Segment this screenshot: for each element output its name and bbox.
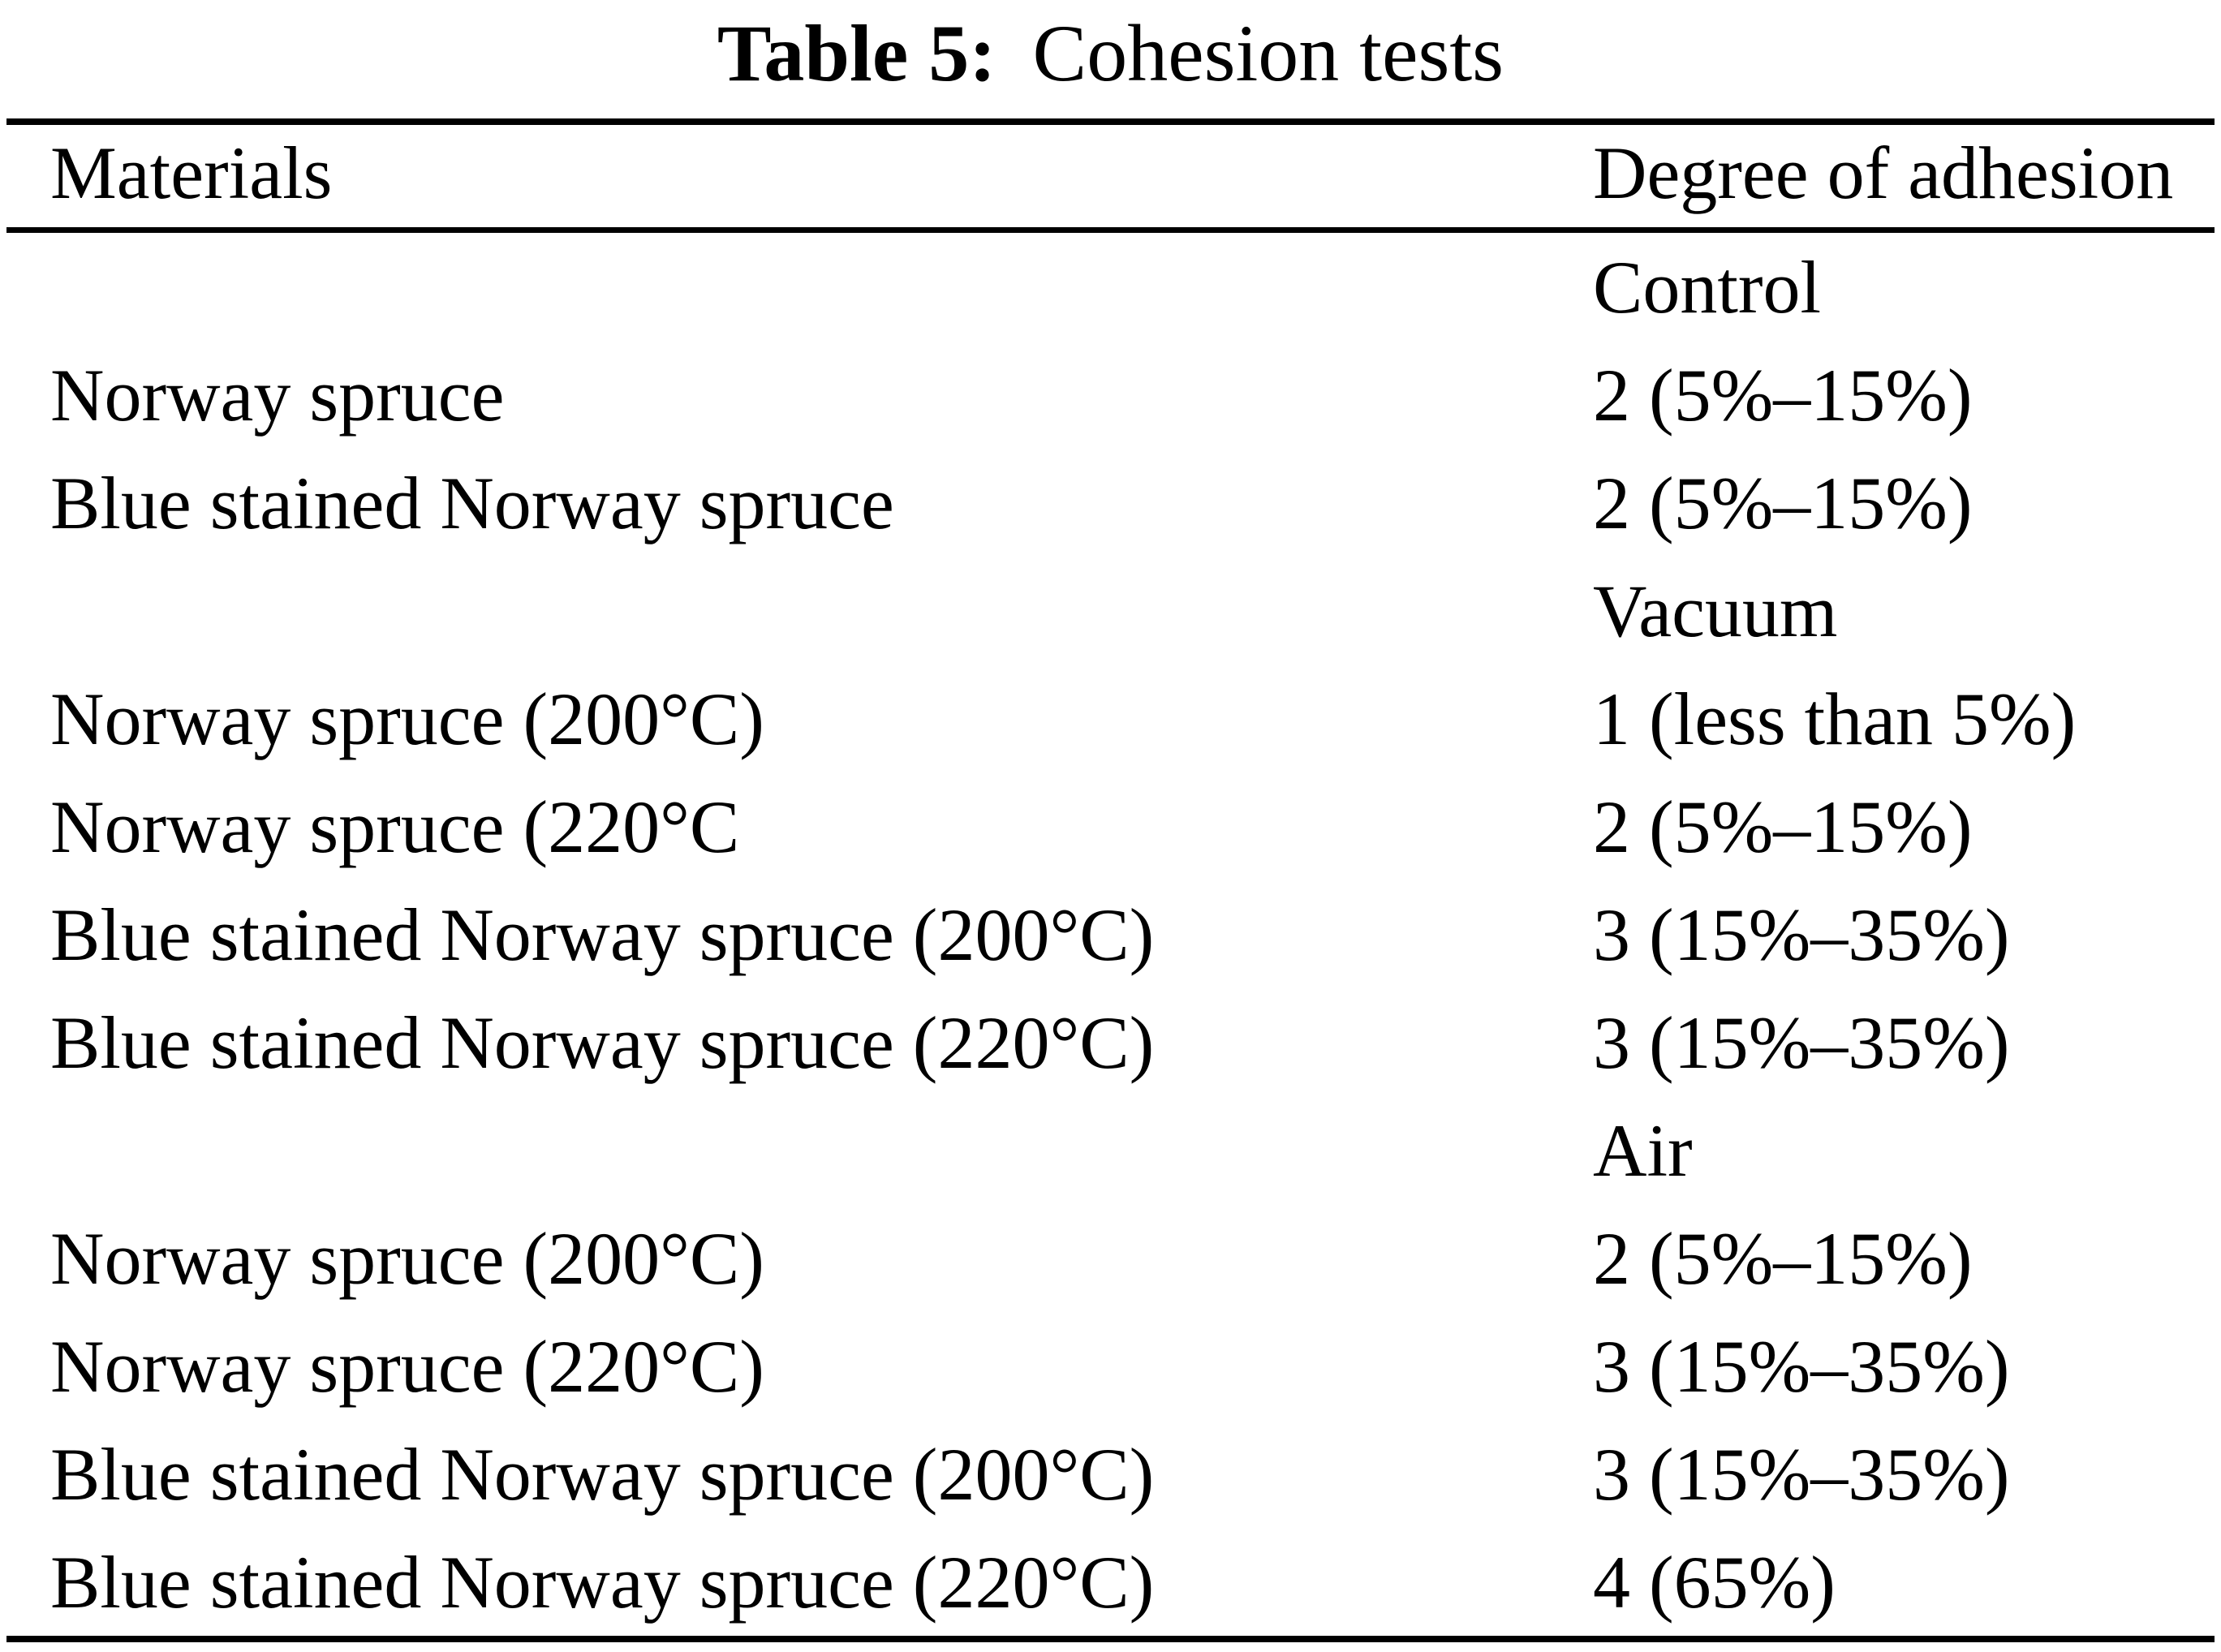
table-bottom-rule <box>6 1636 2215 1642</box>
adhesion-cell: 2 (5%–15%) <box>1593 1216 1973 1300</box>
table-caption-title: Cohesion tests <box>1032 8 1504 98</box>
adhesion-cell: 3 (15%–35%) <box>1593 1324 2010 1408</box>
material-cell: Blue stained Norway spruce (220°C) <box>50 1540 1155 1624</box>
column-header-degree-of-adhesion: Degree of adhesion <box>1593 131 2174 214</box>
material-cell: Blue stained Norway spruce <box>50 461 894 544</box>
table-row: Norway spruce (220°C 2 (5%–15%) <box>0 772 2221 880</box>
table-row-group-vacuum: Vacuum <box>0 557 2221 665</box>
table-row-group-air: Air <box>0 1096 2221 1204</box>
material-cell: Blue stained Norway spruce (200°C) <box>50 893 1155 976</box>
table-row: Norway spruce 2 (5%–15%) <box>0 341 2221 449</box>
adhesion-cell: 3 (15%–35%) <box>1593 1000 2010 1084</box>
table-header-row: Materials Degree of adhesion <box>0 118 2221 227</box>
table-row: Blue stained Norway spruce (220°C) 3 (15… <box>0 988 2221 1096</box>
adhesion-cell: 1 (less than 5%) <box>1593 677 2077 760</box>
table-top-rule <box>6 118 2215 125</box>
material-cell: Norway spruce (200°C) <box>50 1216 764 1300</box>
column-header-materials: Materials <box>50 131 333 214</box>
group-header-cell: Air <box>1593 1108 1693 1192</box>
table-caption: Table 5: Cohesion tests <box>0 8 2221 99</box>
material-cell: Blue stained Norway spruce (200°C) <box>50 1432 1155 1516</box>
adhesion-cell: 3 (15%–35%) <box>1593 893 2010 976</box>
table-row: Norway spruce (220°C) 3 (15%–35%) <box>0 1312 2221 1420</box>
material-cell: Norway spruce (220°C <box>50 785 740 868</box>
adhesion-cell: 2 (5%–15%) <box>1593 353 1973 437</box>
group-header-cell: Control <box>1593 245 1822 329</box>
material-cell: Blue stained Norway spruce (220°C) <box>50 1000 1155 1084</box>
material-cell: Norway spruce (220°C) <box>50 1324 764 1408</box>
table-body: Control Norway spruce 2 (5%–15%) Blue st… <box>0 233 2221 1636</box>
adhesion-cell: 4 (65%) <box>1593 1540 1836 1624</box>
table-caption-label: Table 5: <box>717 8 996 98</box>
table-row: Norway spruce (200°C) 2 (5%–15%) <box>0 1204 2221 1312</box>
material-cell: Norway spruce <box>50 353 505 437</box>
adhesion-cell: 2 (5%–15%) <box>1593 785 1973 868</box>
group-header-cell: Vacuum <box>1593 569 1838 652</box>
table-header-rule <box>6 227 2215 233</box>
table-row: Blue stained Norway spruce (200°C) 3 (15… <box>0 1420 2221 1528</box>
adhesion-cell: 2 (5%–15%) <box>1593 461 1973 544</box>
adhesion-cell: 3 (15%–35%) <box>1593 1432 2010 1516</box>
table-row: Blue stained Norway spruce 2 (5%–15%) <box>0 449 2221 557</box>
table-row-group-control: Control <box>0 233 2221 341</box>
table-row: Blue stained Norway spruce (220°C) 4 (65… <box>0 1528 2221 1636</box>
table-row: Norway spruce (200°C) 1 (less than 5%) <box>0 665 2221 772</box>
material-cell: Norway spruce (200°C) <box>50 677 764 760</box>
table-row: Blue stained Norway spruce (200°C) 3 (15… <box>0 880 2221 988</box>
